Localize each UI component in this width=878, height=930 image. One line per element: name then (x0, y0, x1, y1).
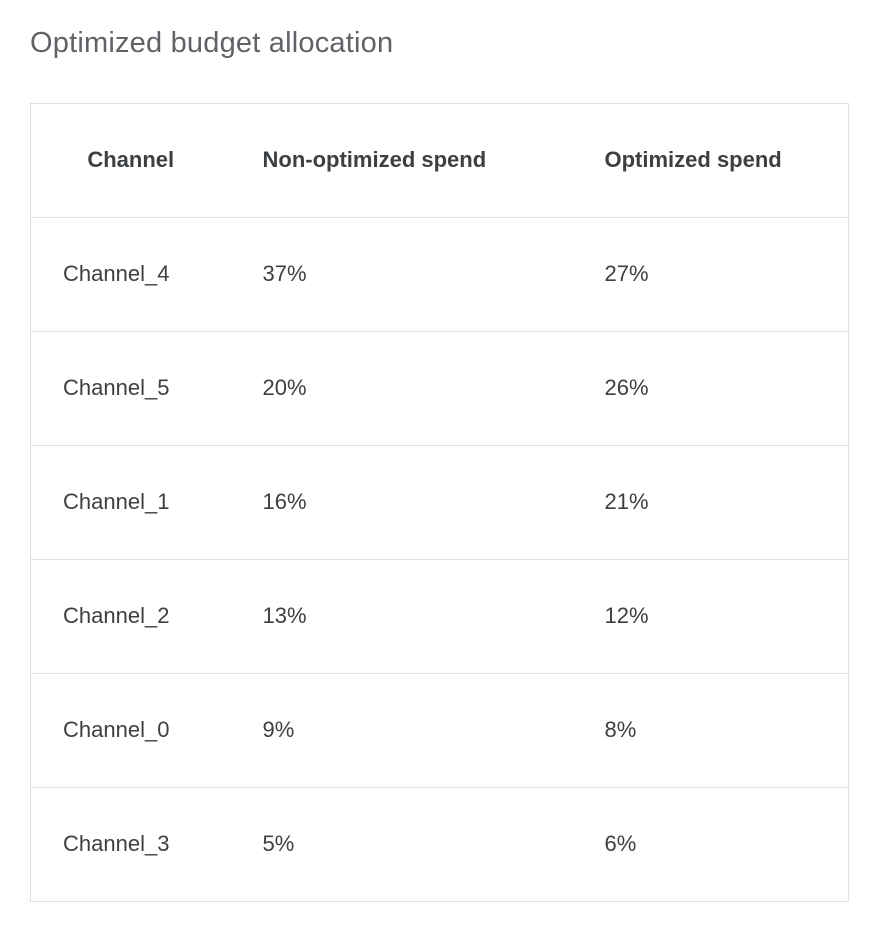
cell-optimized-spend: 6% (604, 831, 637, 857)
header-cell-non-optimized-spend: Non-optimized spend (230, 103, 573, 218)
cell-optimized-spend: 27% (572, 217, 849, 332)
table-row: Channel_5 20% 26% (30, 331, 849, 446)
cell-non-optimized-spend: 9% (230, 673, 573, 788)
cell-non-optimized-spend: 5% (262, 831, 295, 857)
table-row: Channel_4 37% 27% (30, 217, 849, 332)
cell-non-optimized-spend: 13% (230, 559, 573, 674)
cell-channel: Channel_0 (30, 673, 231, 788)
cell-channel: Channel_1 (30, 445, 231, 560)
table-row: Channel_2 13% 12% (30, 559, 849, 674)
cell-channel: Channel_4 (30, 217, 231, 332)
table-row: Channel_0 9% 8% (30, 673, 849, 788)
cell-optimized-spend: 21% (572, 445, 849, 560)
page-title: Optimized budget allocation (30, 27, 394, 59)
cell-optimized-spend: 26% (572, 331, 849, 446)
cell-channel: Channel_5 (30, 331, 231, 446)
cell-optimized-spend: 12% (572, 559, 849, 674)
cell-non-optimized-spend: 16% (230, 445, 573, 560)
budget-allocation-table: Channel Non-optimized spend Optimized sp… (30, 102, 849, 902)
cell-optimized-spend: 8% (572, 673, 849, 788)
cell-channel: Channel_2 (30, 559, 231, 674)
table-header-row: Channel Non-optimized spend Optimized sp… (30, 103, 849, 218)
cell-non-optimized-spend: 20% (230, 331, 573, 446)
table-row: Channel_3 5% 6% (31, 787, 849, 901)
cell-non-optimized-spend: 37% (230, 217, 573, 332)
header-cell-optimized-spend: Optimized spend (572, 103, 849, 218)
table-row: Channel_1 16% 21% (30, 445, 849, 560)
cell-channel: Channel_3 (63, 831, 170, 857)
header-cell-channel: Channel (30, 103, 231, 218)
